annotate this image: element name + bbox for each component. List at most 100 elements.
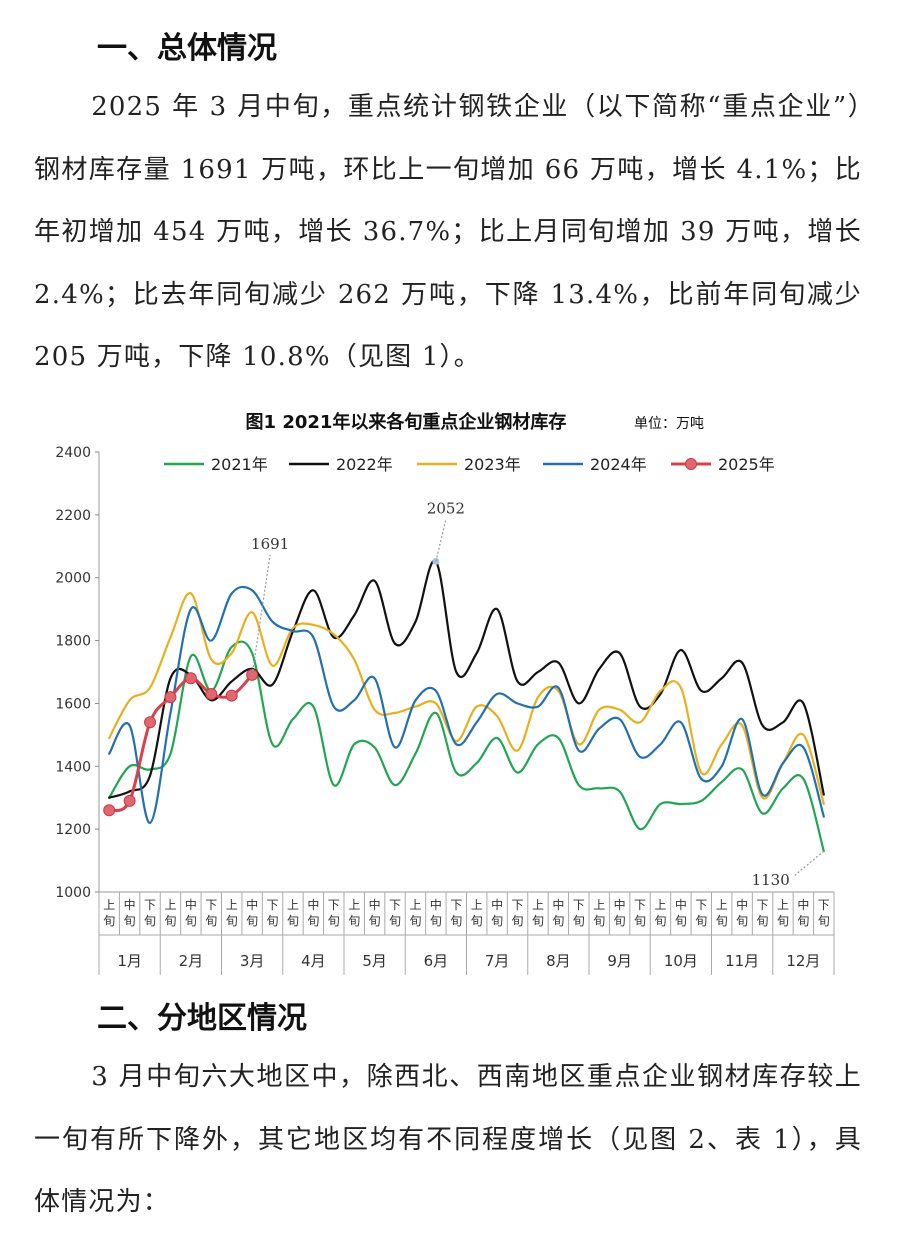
x-month-label: 2月 bbox=[179, 952, 204, 970]
x-tick-label-char: 旬 bbox=[185, 914, 197, 928]
y-tick-label: 1000 bbox=[55, 885, 91, 901]
section2-paragraph-block: 3 月中旬六大地区中，除西北、西南地区重点企业钢材库存较上一旬有所下降外，其它地… bbox=[34, 1046, 862, 1234]
section2-paragraph: 3 月中旬六大地区中，除西北、西南地区重点企业钢材库存较上一旬有所下降外，其它地… bbox=[34, 1062, 862, 1217]
x-tick-label-char: 中 bbox=[246, 897, 258, 912]
x-tick-label-char: 旬 bbox=[226, 914, 238, 928]
series-point-2025 bbox=[225, 689, 238, 702]
series-point-2025 bbox=[184, 672, 197, 685]
inventory-chart-svg: 图1 2021年以来各旬重点企业钢材库存 单位：万吨 2400 2200 2000 180… bbox=[55, 411, 835, 975]
x-tick-label-char: 中 bbox=[307, 897, 319, 912]
x-tick-label-char: 旬 bbox=[532, 914, 544, 928]
x-tick-label-char: 旬 bbox=[389, 914, 401, 928]
x-tick-label-char: 上 bbox=[164, 898, 176, 912]
legend-label-2025: 2025年 bbox=[718, 455, 775, 474]
annotation-label: 1130 bbox=[752, 871, 790, 889]
x-tick-label-char: 旬 bbox=[246, 914, 258, 928]
x-tick-label-char: 上 bbox=[409, 898, 421, 912]
x-tick-label-char: 下 bbox=[634, 898, 646, 912]
x-tick-label-char: 中 bbox=[491, 897, 503, 912]
x-tick-label-char: 旬 bbox=[634, 914, 646, 928]
x-tick-label-char: 旬 bbox=[491, 914, 503, 928]
x-tick-label-char: 中 bbox=[614, 897, 626, 912]
x-tick-label-char: 旬 bbox=[552, 914, 564, 928]
x-tick-label-char: 上 bbox=[777, 898, 789, 912]
x-tick-label-char: 旬 bbox=[695, 914, 707, 928]
x-tick-label-char: 旬 bbox=[716, 914, 728, 928]
y-tick-label: 1800 bbox=[55, 634, 91, 650]
x-tick-label-char: 旬 bbox=[512, 914, 524, 928]
legend-marker-2025 bbox=[685, 458, 697, 470]
annotation-label: 2052 bbox=[427, 499, 465, 517]
x-month-label: 11月 bbox=[725, 952, 759, 970]
series-point-2025 bbox=[205, 688, 218, 700]
series-line-2021 bbox=[108, 640, 825, 853]
series-line-2022 bbox=[108, 559, 825, 799]
y-tick-label: 2200 bbox=[55, 508, 91, 524]
inventory-chart: 图1 2021年以来各旬重点企业钢材库存 单位：万吨 2400 2200 2000 180… bbox=[34, 390, 864, 978]
x-tick-label-char: 上 bbox=[287, 898, 299, 912]
x-tick-label-char: 旬 bbox=[736, 914, 748, 928]
section1-paragraph: 2025 年 3 月中旬，重点统计钢铁企业（以下简称“重点企业”）钢材库存量 1… bbox=[34, 92, 862, 372]
x-tick-label-char: 中 bbox=[369, 897, 381, 912]
series-point-2025 bbox=[103, 804, 116, 817]
x-tick-label-char: 旬 bbox=[369, 914, 381, 928]
x-tick-label-char: 上 bbox=[471, 898, 483, 912]
x-tick-label-char: 旬 bbox=[757, 914, 769, 928]
x-tick-label-char: 下 bbox=[328, 898, 340, 912]
x-tick-label-char: 旬 bbox=[675, 914, 687, 928]
series-line-2023 bbox=[108, 592, 825, 806]
x-month-label: 5月 bbox=[362, 952, 387, 970]
x-tick-label-char: 旬 bbox=[287, 914, 299, 928]
y-tick-label: 1200 bbox=[55, 822, 91, 838]
x-tick-label-char: 上 bbox=[226, 898, 238, 912]
x-tick-label-char: 旬 bbox=[348, 914, 360, 928]
y-tick-label: 1400 bbox=[55, 759, 91, 775]
series-point-2025 bbox=[164, 691, 177, 704]
x-tick-label-char: 下 bbox=[695, 898, 707, 912]
y-tick-label: 1600 bbox=[55, 696, 91, 712]
series-point-2025 bbox=[144, 716, 157, 729]
x-tick-label-char: 中 bbox=[430, 897, 442, 912]
x-tick-label-char: 上 bbox=[654, 898, 666, 912]
x-month-label: 12月 bbox=[786, 952, 820, 970]
x-tick-label-char: 旬 bbox=[267, 914, 279, 928]
x-tick-label-char: 旬 bbox=[430, 914, 442, 928]
x-tick-label-char: 旬 bbox=[450, 914, 462, 928]
annotation-leader bbox=[251, 554, 271, 675]
x-tick-label-char: 旬 bbox=[818, 914, 830, 928]
x-tick-label-char: 下 bbox=[205, 898, 217, 912]
x-tick-label-char: 旬 bbox=[328, 914, 340, 928]
x-tick-label-char: 旬 bbox=[777, 914, 789, 928]
x-tick-label-char: 下 bbox=[389, 898, 401, 912]
section1-heading: 一、总体情况 bbox=[97, 31, 277, 66]
x-month-label: 8月 bbox=[546, 952, 571, 970]
x-tick-label-char: 中 bbox=[552, 897, 564, 912]
annotation-point bbox=[432, 557, 440, 565]
x-tick-label-char: 下 bbox=[757, 898, 769, 912]
x-tick-label-char: 旬 bbox=[593, 914, 605, 928]
x-tick-label-char: 下 bbox=[144, 898, 156, 912]
series-point-2025 bbox=[246, 668, 259, 681]
chart-title: 图1 2021年以来各旬重点企业钢材库存 bbox=[246, 411, 567, 433]
x-tick-label-char: 中 bbox=[124, 897, 136, 912]
x-tick-label-char: 旬 bbox=[103, 914, 115, 928]
x-tick-label-char: 旬 bbox=[164, 914, 176, 928]
y-tick-label: 2400 bbox=[55, 445, 91, 461]
x-tick-label-char: 中 bbox=[185, 897, 197, 912]
series-point-2025 bbox=[123, 794, 136, 807]
x-month-label: 4月 bbox=[301, 952, 326, 970]
x-tick-label-char: 上 bbox=[593, 898, 605, 912]
section2-heading: 二、分地区情况 bbox=[97, 1001, 307, 1036]
annotation-leader bbox=[793, 850, 825, 877]
x-tick-label-char: 下 bbox=[573, 898, 585, 912]
x-tick-label-char: 上 bbox=[716, 898, 728, 912]
x-month-label: 6月 bbox=[424, 952, 449, 970]
x-tick-label-char: 旬 bbox=[307, 914, 319, 928]
legend-label-2022: 2022年 bbox=[336, 455, 393, 474]
x-tick-label-char: 旬 bbox=[471, 914, 483, 928]
x-month-label: 7月 bbox=[485, 952, 510, 970]
annotation-label: 1691 bbox=[251, 535, 289, 553]
x-tick-label-char: 下 bbox=[450, 898, 462, 912]
x-tick-label-char: 旬 bbox=[614, 914, 626, 928]
x-tick-label-char: 旬 bbox=[654, 914, 666, 928]
